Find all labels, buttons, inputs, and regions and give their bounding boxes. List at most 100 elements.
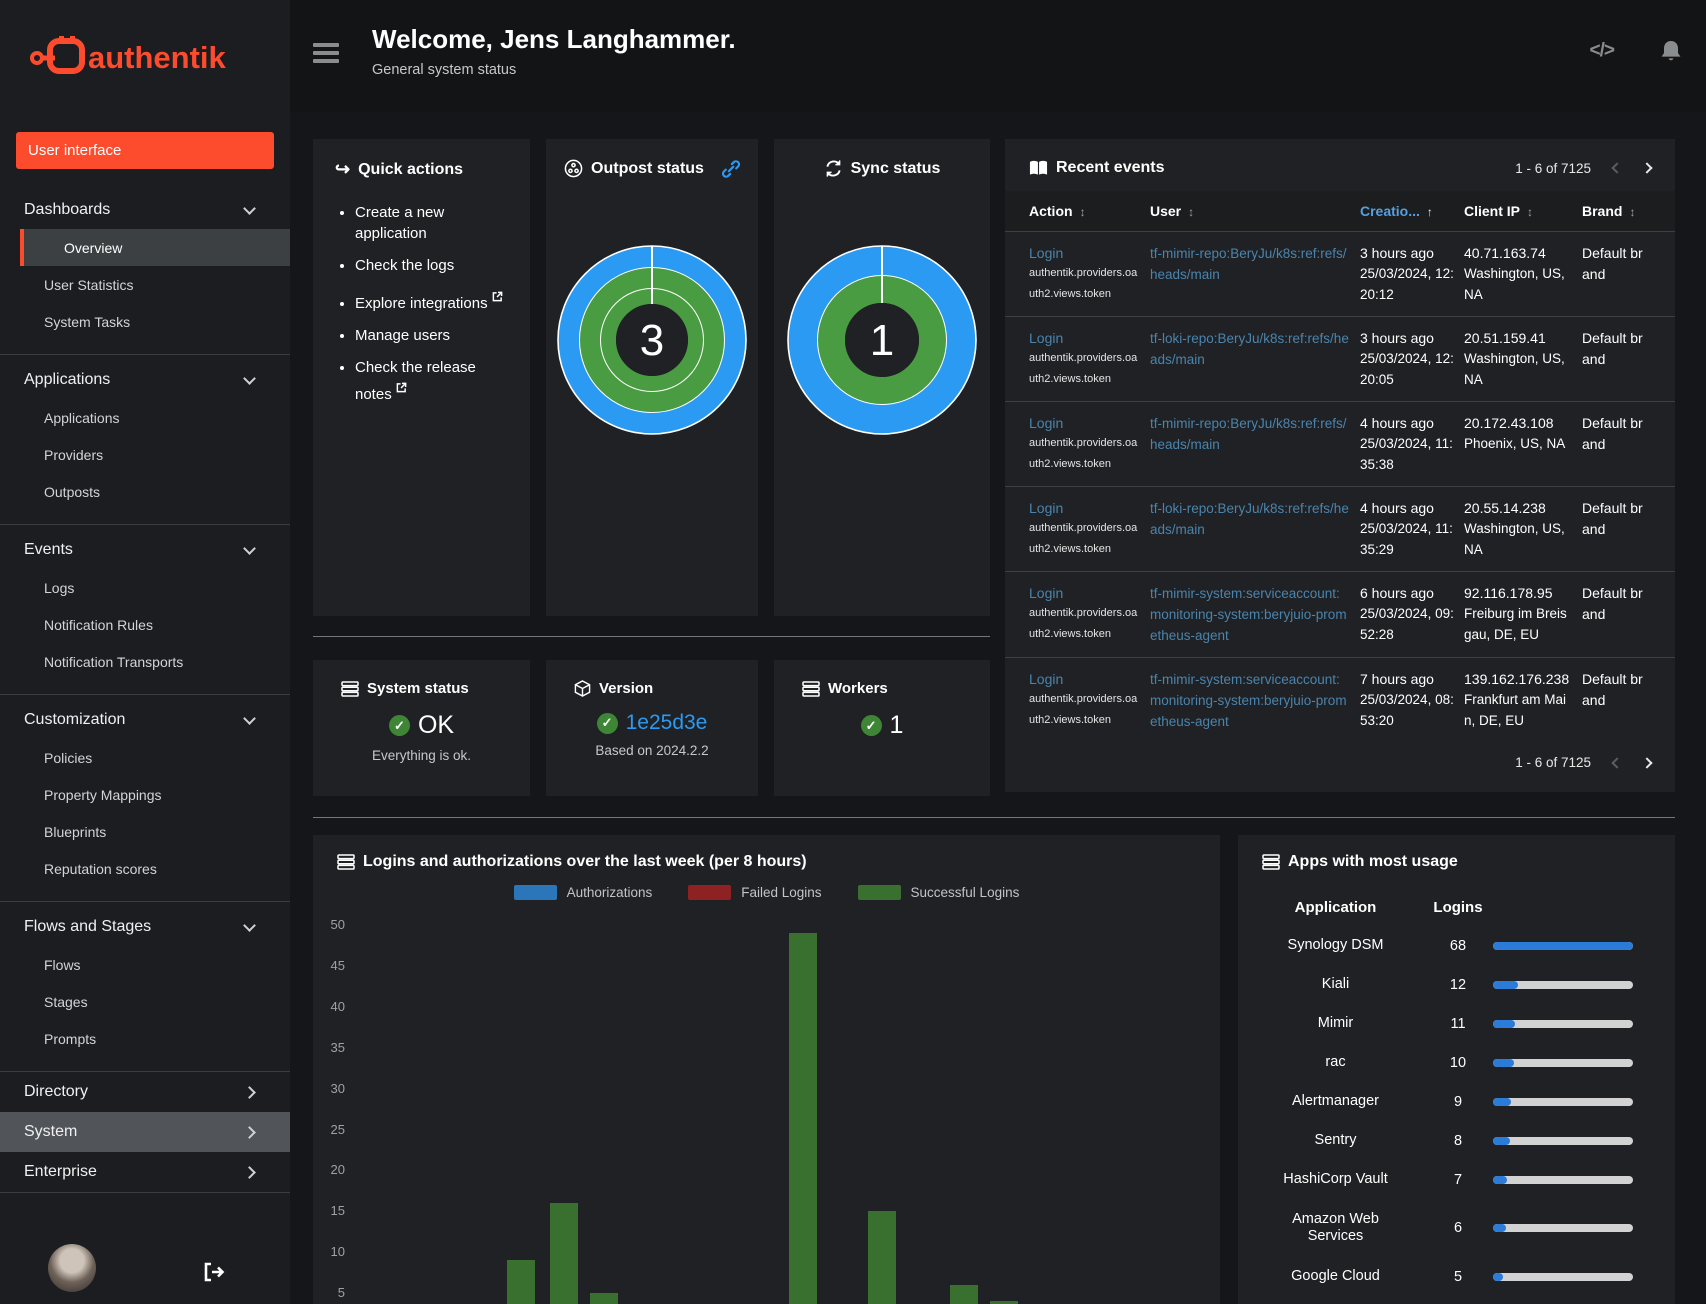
legend-authorizations[interactable]: Authorizations — [513, 885, 652, 900]
sidebar-item-flows[interactable]: Flows — [44, 956, 81, 973]
sidebar-item-system[interactable]: System — [0, 1112, 290, 1152]
y-axis-tick: 25 — [330, 1121, 345, 1137]
sidebar-item-prompts[interactable]: Prompts — [44, 1030, 97, 1047]
column-brand[interactable]: Brand ↕ — [1582, 203, 1636, 219]
event-user-link[interactable]: tf-mimir-repo:BeryJu/k8s:ref:refs/heads/… — [1150, 246, 1347, 282]
legend-swatch-blue — [513, 885, 557, 900]
event-location: Washington, US, NA — [1464, 521, 1565, 557]
sidebar-item-stages[interactable]: Stages — [44, 993, 88, 1010]
sidebar-item-enterprise[interactable]: Enterprise — [0, 1152, 290, 1192]
sidebar-header-flows-stages[interactable]: Flows and Stages — [0, 908, 290, 946]
event-location: Freiburg im Breisgau, DE, EU — [1464, 606, 1567, 642]
hamburger-icon[interactable] — [313, 43, 339, 67]
sidebar-item-overview[interactable]: Overview — [20, 229, 290, 266]
code-icon[interactable]: </> — [1589, 40, 1616, 61]
sort-up-icon[interactable]: ↑ — [1426, 205, 1433, 219]
link-icon[interactable] — [721, 159, 740, 178]
app-logins: 6 — [1453, 1220, 1463, 1236]
pagination-next-icon[interactable] — [1641, 162, 1653, 174]
link-manage-users[interactable]: Manage users — [355, 325, 508, 346]
legend-failed-logins[interactable]: Failed Logins — [688, 885, 822, 900]
pagination-prev-icon[interactable] — [1611, 162, 1623, 174]
sidebar-header-applications[interactable]: Applications — [0, 361, 290, 399]
app-logins: 8 — [1453, 1132, 1463, 1149]
pagination-next-icon[interactable] — [1641, 756, 1653, 769]
sidebar-item-directory[interactable]: Directory — [0, 1072, 290, 1112]
usage-row: HashiCorp Vault 7 — [1238, 1160, 1675, 1199]
sidebar-item-policies[interactable]: Policies — [44, 749, 93, 766]
section-divider — [313, 636, 990, 637]
column-user[interactable]: User ↕ — [1150, 203, 1195, 219]
chevron-down-icon — [243, 201, 256, 215]
link-release-notes[interactable]: Check the release notes — [355, 357, 508, 405]
app-name: Kiali — [1321, 975, 1350, 992]
pagination-bottom: 1 - 6 of 7125 — [1515, 755, 1653, 770]
sidebar-item-logs[interactable]: Logs — [44, 579, 75, 596]
event-action-link[interactable]: Login — [1029, 585, 1064, 601]
usage-bar — [1493, 1224, 1633, 1232]
event-action-link[interactable]: Login — [1029, 330, 1064, 346]
event-user-link[interactable]: tf-mimir-system:serviceaccount:monitorin… — [1150, 672, 1347, 729]
link-check-logs[interactable]: Check the logs — [355, 255, 508, 276]
column-action[interactable]: Action ↕ — [1029, 203, 1086, 219]
column-creation[interactable]: Creatio... ↑ — [1360, 203, 1433, 219]
event-ip: 92.116.178.95 — [1464, 585, 1553, 601]
event-user-link[interactable]: tf-loki-repo:BeryJu/k8s:ref:refs/heads/m… — [1150, 331, 1349, 367]
event-action-link[interactable]: Login — [1029, 415, 1064, 431]
avatar[interactable] — [48, 1244, 96, 1292]
sidebar-item-notification-rules[interactable]: Notification Rules — [44, 616, 153, 633]
link-explore-integrations[interactable]: Explore integrations — [355, 287, 508, 314]
sign-out-icon[interactable] — [203, 1262, 225, 1282]
pagination-prev-icon[interactable] — [1611, 756, 1623, 769]
user-interface-button[interactable]: User interface — [16, 132, 274, 169]
sidebar-item-notification-transports[interactable]: Notification Transports — [44, 653, 184, 670]
event-row: Login authentik.providers.oauth2.views.to… — [1005, 571, 1675, 657]
system-status-value: OK — [417, 711, 455, 739]
pagination-label: 1 - 6 of 7125 — [1515, 755, 1591, 770]
sidebar-item-reputation-scores[interactable]: Reputation scores — [44, 860, 157, 877]
chevron-right-icon — [243, 1165, 256, 1179]
event-action-link[interactable]: Login — [1029, 671, 1064, 687]
app-name: Mimir — [1317, 1014, 1354, 1031]
event-user-link[interactable]: tf-mimir-repo:BeryJu/k8s:ref:refs/heads/… — [1150, 416, 1347, 452]
event-brand: Default brand — [1582, 415, 1643, 452]
event-user-link[interactable]: tf-mimir-system:serviceaccount:monitorin… — [1150, 586, 1347, 643]
sidebar-item-outposts[interactable]: Outposts — [44, 483, 101, 500]
legend-successful-logins[interactable]: Successful Logins — [857, 885, 1019, 900]
apps-usage-card: Apps with most usage Application Logins … — [1238, 835, 1675, 1304]
sidebar-item-providers[interactable]: Providers — [44, 446, 104, 463]
version-value-link[interactable]: 1e25d3e — [625, 711, 708, 734]
sidebar-header-events[interactable]: Events — [0, 531, 290, 569]
event-location: Frankfurt am Main, DE, EU — [1464, 692, 1567, 728]
system-status-card: System status ✓ OK Everything is ok. — [313, 660, 530, 796]
sidebar-item-user-statistics[interactable]: User Statistics — [44, 276, 134, 293]
event-location: Washington, US, NA — [1464, 266, 1565, 302]
event-timestamp: 25/03/2024, 08:53:20 — [1360, 692, 1454, 728]
authentik-logo[interactable]: authentik — [0, 0, 290, 112]
sidebar-item-system-tasks[interactable]: System Tasks — [44, 313, 131, 330]
sidebar-item-blueprints[interactable]: Blueprints — [44, 823, 107, 840]
sidebar-section-applications: Applications Applications Providers Outp… — [0, 355, 290, 525]
event-action-link[interactable]: Login — [1029, 245, 1064, 261]
sort-icon[interactable]: ↕ — [1079, 205, 1086, 219]
app-name: Sentry — [1314, 1131, 1357, 1148]
link-create-application[interactable]: Create a new application — [355, 202, 508, 244]
authentik-logo-icon: authentik — [30, 36, 227, 75]
usage-row: rac 10 — [1238, 1043, 1675, 1082]
sidebar-item-property-mappings[interactable]: Property Mappings — [44, 786, 162, 803]
sort-icon[interactable]: ↕ — [1188, 205, 1195, 219]
app-name: Alertmanager — [1291, 1092, 1380, 1109]
sort-icon[interactable]: ↕ — [1527, 205, 1534, 219]
bell-icon[interactable] — [1660, 40, 1682, 64]
sidebar-header-dashboards[interactable]: Dashboards — [0, 191, 290, 229]
column-logins: Logins — [1433, 899, 1483, 916]
column-client-ip[interactable]: Client IP ↕ — [1464, 203, 1534, 219]
sync-donut-chart: 1 — [774, 244, 990, 436]
sidebar-item-applications[interactable]: Applications — [44, 409, 120, 426]
logins-chart-card: Logins and authorizations over the last … — [313, 835, 1220, 1304]
event-user-link[interactable]: tf-loki-repo:BeryJu/k8s:ref:refs/heads/m… — [1150, 501, 1349, 537]
event-ip: 139.162.176.238 — [1464, 671, 1570, 687]
sort-icon[interactable]: ↕ — [1629, 205, 1636, 219]
event-action-link[interactable]: Login — [1029, 500, 1064, 516]
sidebar-header-customization[interactable]: Customization — [0, 701, 290, 739]
